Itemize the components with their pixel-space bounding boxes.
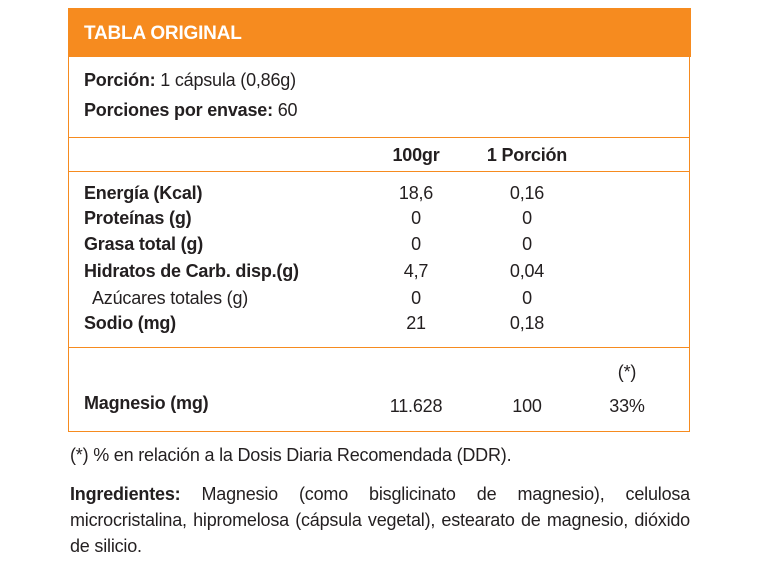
- cell: 33%: [609, 396, 645, 416]
- row-label: Magnesio (mg): [84, 393, 209, 413]
- footnote: (*) % en relación a la Dosis Diaria Reco…: [70, 445, 512, 465]
- cell: 21: [406, 313, 426, 333]
- row-label: Energía (Kcal): [84, 183, 203, 203]
- cell: 4,7: [403, 261, 429, 281]
- ingredients-label: Ingredientes:: [70, 484, 181, 504]
- row-label: Sodio (mg): [84, 313, 176, 333]
- servings: Porciones por envase: 60: [84, 99, 298, 121]
- row-label: Proteínas (g): [84, 208, 192, 228]
- divider: [68, 347, 690, 348]
- footnote-marker: (*): [617, 362, 637, 382]
- servings-value: 60: [277, 100, 298, 120]
- cell: 18,6: [398, 183, 434, 203]
- cell: 0: [522, 288, 532, 308]
- column-header: 1 Porción: [486, 145, 568, 165]
- cell: 0,16: [509, 183, 545, 203]
- cell: 0: [411, 288, 421, 308]
- header-bar: [68, 8, 691, 57]
- header-title: TABLA ORIGINAL: [84, 23, 242, 44]
- row-label: Azúcares totales (g): [92, 288, 249, 308]
- portion-value: 1 cápsula (0,86g): [160, 70, 296, 90]
- row-label: Grasa total (g): [84, 234, 204, 254]
- cell: 0: [522, 234, 532, 254]
- column-header: 100gr: [392, 145, 440, 165]
- divider: [68, 137, 690, 138]
- divider: [68, 171, 690, 172]
- portion-label: Porción:: [84, 70, 156, 90]
- cell: 0: [522, 208, 532, 228]
- cell: 100: [512, 396, 542, 416]
- cell: 0,04: [509, 261, 545, 281]
- ingredients: Ingredientes: Magnesio (como bisglicinat…: [70, 481, 690, 559]
- ingredients-text: Magnesio (como bisglicinato de magnesio)…: [70, 484, 690, 556]
- cell: 11.628: [389, 396, 443, 416]
- row-label: Hidratos de Carb. disp.(g): [84, 261, 299, 281]
- cell: 0: [411, 208, 421, 228]
- cell: 0: [411, 234, 421, 254]
- portion: Porción: 1 cápsula (0,86g): [84, 69, 296, 91]
- cell: 0,18: [509, 313, 545, 333]
- servings-label: Porciones por envase:: [84, 100, 273, 120]
